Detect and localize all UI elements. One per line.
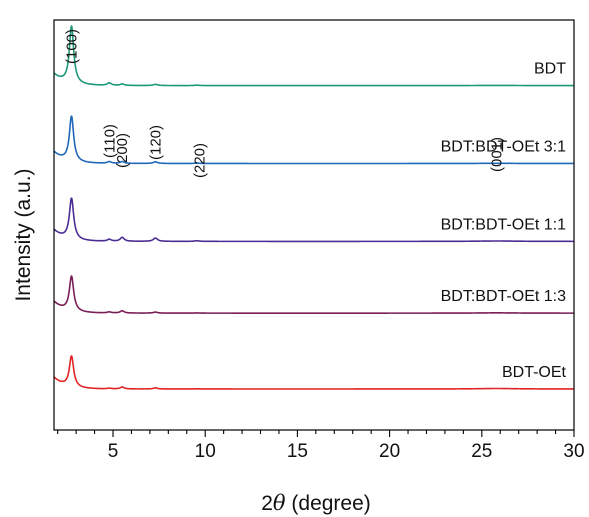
series-layer	[53, 25, 575, 390]
series-label-3: BDT:BDT-OEt 1:3	[441, 288, 566, 305]
axes: 5 10 15 20 25 30	[53, 19, 585, 462]
x-tick-label: 5	[108, 441, 119, 462]
x-tick-label: 10	[195, 441, 216, 462]
x-tick-label: 15	[287, 441, 308, 462]
x-tick-label: 20	[379, 441, 400, 462]
series-line-3	[53, 275, 575, 314]
series-label-2: BDT:BDT-OEt 1:1	[441, 216, 566, 233]
plot-frame	[53, 19, 575, 431]
peak-label: (110)	[101, 124, 118, 158]
x-tick-label: 25	[471, 441, 492, 462]
x-axis-title-prefix: 2	[261, 492, 273, 515]
x-axis-title: 2θ (degree)	[261, 491, 371, 515]
series-label-0: BDT	[534, 61, 566, 78]
peak-label: (100)	[64, 29, 81, 64]
series-line-2	[53, 197, 575, 243]
x-tick-label: 30	[563, 441, 584, 462]
series-line-4	[53, 355, 575, 390]
series-label-1: BDT:BDT-OEt 3:1	[441, 139, 566, 156]
x-axis-title-symbol: θ	[273, 491, 286, 515]
series-line-1	[53, 115, 575, 165]
y-axis-title: Intensity (a.u.)	[12, 168, 35, 301]
peak-label: (220)	[192, 143, 209, 178]
series-line-0	[53, 25, 575, 87]
peak-label: (001)	[489, 137, 506, 172]
peak-label: (120)	[147, 125, 164, 160]
peak-labels: (100) (110)(200) (120) (220) (001)	[64, 29, 506, 178]
series-labels: BDT BDT:BDT-OEt 3:1 BDT:BDT-OEt 1:1 BDT:BDT…	[441, 61, 567, 381]
peak-label: (200)	[114, 133, 131, 168]
x-axis-title-suffix: (degree)	[286, 492, 371, 515]
series-label-4: BDT-OEt	[502, 364, 567, 381]
